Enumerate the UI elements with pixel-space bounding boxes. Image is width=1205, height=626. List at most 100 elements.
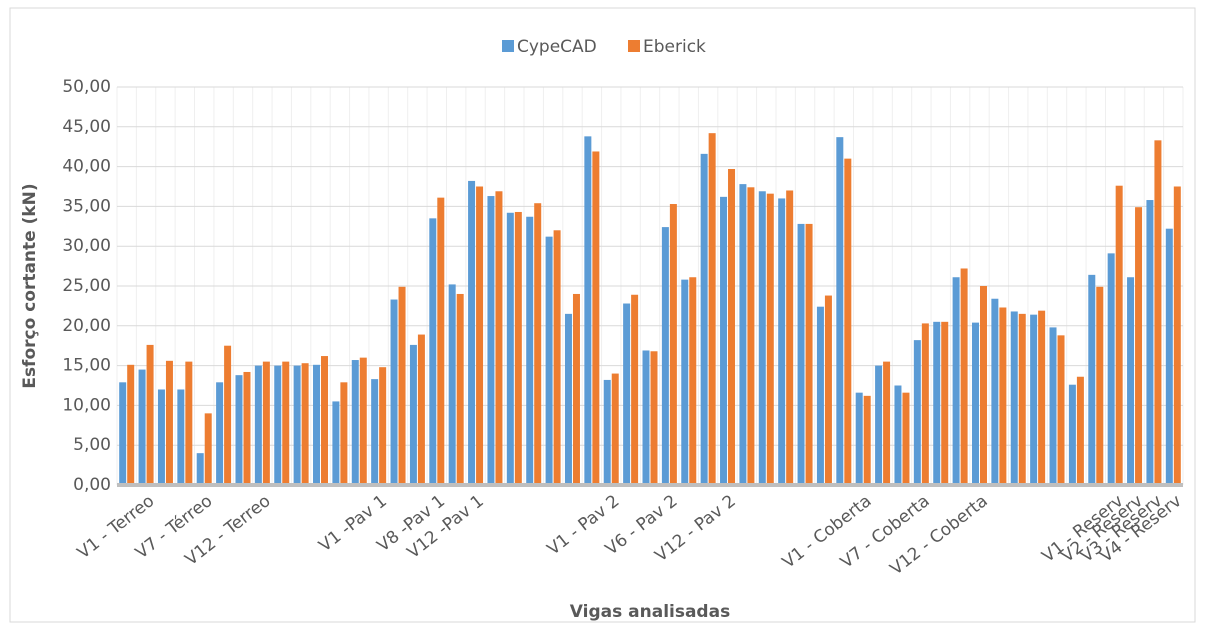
bar bbox=[758, 191, 766, 485]
bar bbox=[534, 203, 542, 485]
bar bbox=[797, 223, 805, 486]
bar bbox=[138, 369, 146, 485]
bar bbox=[631, 294, 639, 485]
bar bbox=[1057, 335, 1065, 485]
bar bbox=[921, 323, 929, 485]
bar bbox=[235, 375, 243, 485]
bar bbox=[805, 223, 813, 486]
bar bbox=[301, 363, 309, 485]
bar bbox=[1096, 286, 1104, 485]
bar bbox=[1018, 313, 1026, 485]
bar bbox=[157, 389, 165, 485]
bar bbox=[448, 284, 456, 485]
legend-swatch bbox=[628, 40, 640, 52]
bar bbox=[1173, 186, 1181, 485]
bar bbox=[1068, 384, 1076, 485]
bar bbox=[321, 356, 329, 485]
bar bbox=[224, 345, 232, 485]
bar bbox=[592, 151, 600, 485]
bar bbox=[204, 413, 212, 485]
bar bbox=[1088, 274, 1096, 485]
y-tick-label: 45,00 bbox=[62, 117, 111, 137]
bar bbox=[437, 197, 445, 486]
bar bbox=[545, 236, 553, 485]
bar bbox=[371, 379, 379, 485]
bar bbox=[1146, 200, 1154, 486]
bar bbox=[979, 286, 987, 485]
bar bbox=[1038, 310, 1046, 485]
bar bbox=[1076, 376, 1084, 485]
legend-swatch bbox=[502, 40, 514, 52]
bar bbox=[1049, 327, 1057, 485]
bar bbox=[1135, 207, 1143, 486]
bar bbox=[177, 389, 185, 485]
y-tick-label: 15,00 bbox=[62, 356, 111, 376]
bar bbox=[146, 344, 154, 485]
bar bbox=[476, 186, 484, 485]
bar bbox=[824, 295, 832, 485]
bar bbox=[623, 303, 631, 485]
y-tick-label: 35,00 bbox=[62, 196, 111, 216]
bar bbox=[185, 361, 193, 485]
bar bbox=[262, 361, 270, 485]
bar bbox=[650, 351, 658, 485]
legend-label: CypeCAD bbox=[517, 37, 597, 57]
bar bbox=[883, 361, 891, 485]
bar bbox=[941, 321, 949, 485]
bar bbox=[429, 218, 437, 485]
bar bbox=[1165, 228, 1173, 486]
bar bbox=[720, 196, 728, 485]
bar bbox=[332, 401, 340, 485]
bar bbox=[127, 364, 135, 485]
y-tick-label: 5,00 bbox=[73, 435, 111, 455]
bar bbox=[293, 365, 301, 485]
bar bbox=[254, 365, 262, 485]
y-tick-label: 25,00 bbox=[62, 276, 111, 296]
bar bbox=[875, 365, 883, 485]
bar bbox=[553, 230, 561, 485]
bar bbox=[747, 187, 755, 485]
bar bbox=[165, 360, 173, 485]
y-tick-label: 10,00 bbox=[62, 395, 111, 415]
bar bbox=[728, 168, 736, 485]
bar bbox=[933, 321, 941, 485]
bar bbox=[409, 344, 417, 485]
bar bbox=[564, 313, 572, 485]
bar bbox=[1030, 314, 1038, 485]
bar bbox=[960, 268, 968, 485]
bar bbox=[1010, 311, 1018, 485]
bar bbox=[584, 136, 592, 486]
bar bbox=[855, 392, 863, 485]
bar bbox=[689, 277, 697, 485]
bar bbox=[417, 334, 425, 485]
bar bbox=[506, 212, 514, 485]
bar bbox=[526, 216, 534, 486]
bar bbox=[669, 204, 677, 485]
bar bbox=[816, 306, 824, 485]
bar bbox=[991, 298, 999, 485]
bar bbox=[778, 198, 786, 485]
bar bbox=[603, 379, 611, 485]
bar bbox=[708, 133, 716, 485]
bar bbox=[700, 153, 708, 485]
bar bbox=[456, 293, 464, 485]
bar bbox=[1127, 277, 1135, 485]
y-tick-label: 30,00 bbox=[62, 236, 111, 256]
bar bbox=[487, 196, 495, 485]
bar bbox=[661, 227, 669, 485]
bar bbox=[379, 367, 387, 485]
bar bbox=[766, 193, 774, 485]
bar bbox=[468, 180, 476, 486]
bar bbox=[844, 158, 852, 485]
bar bbox=[119, 382, 127, 485]
bar bbox=[863, 395, 871, 485]
bar bbox=[243, 371, 251, 485]
bar bbox=[902, 392, 910, 485]
bar bbox=[390, 299, 398, 485]
bar bbox=[739, 184, 747, 485]
bar bbox=[952, 277, 960, 485]
bar bbox=[572, 293, 580, 485]
bar bbox=[313, 364, 321, 485]
bar bbox=[971, 322, 979, 485]
